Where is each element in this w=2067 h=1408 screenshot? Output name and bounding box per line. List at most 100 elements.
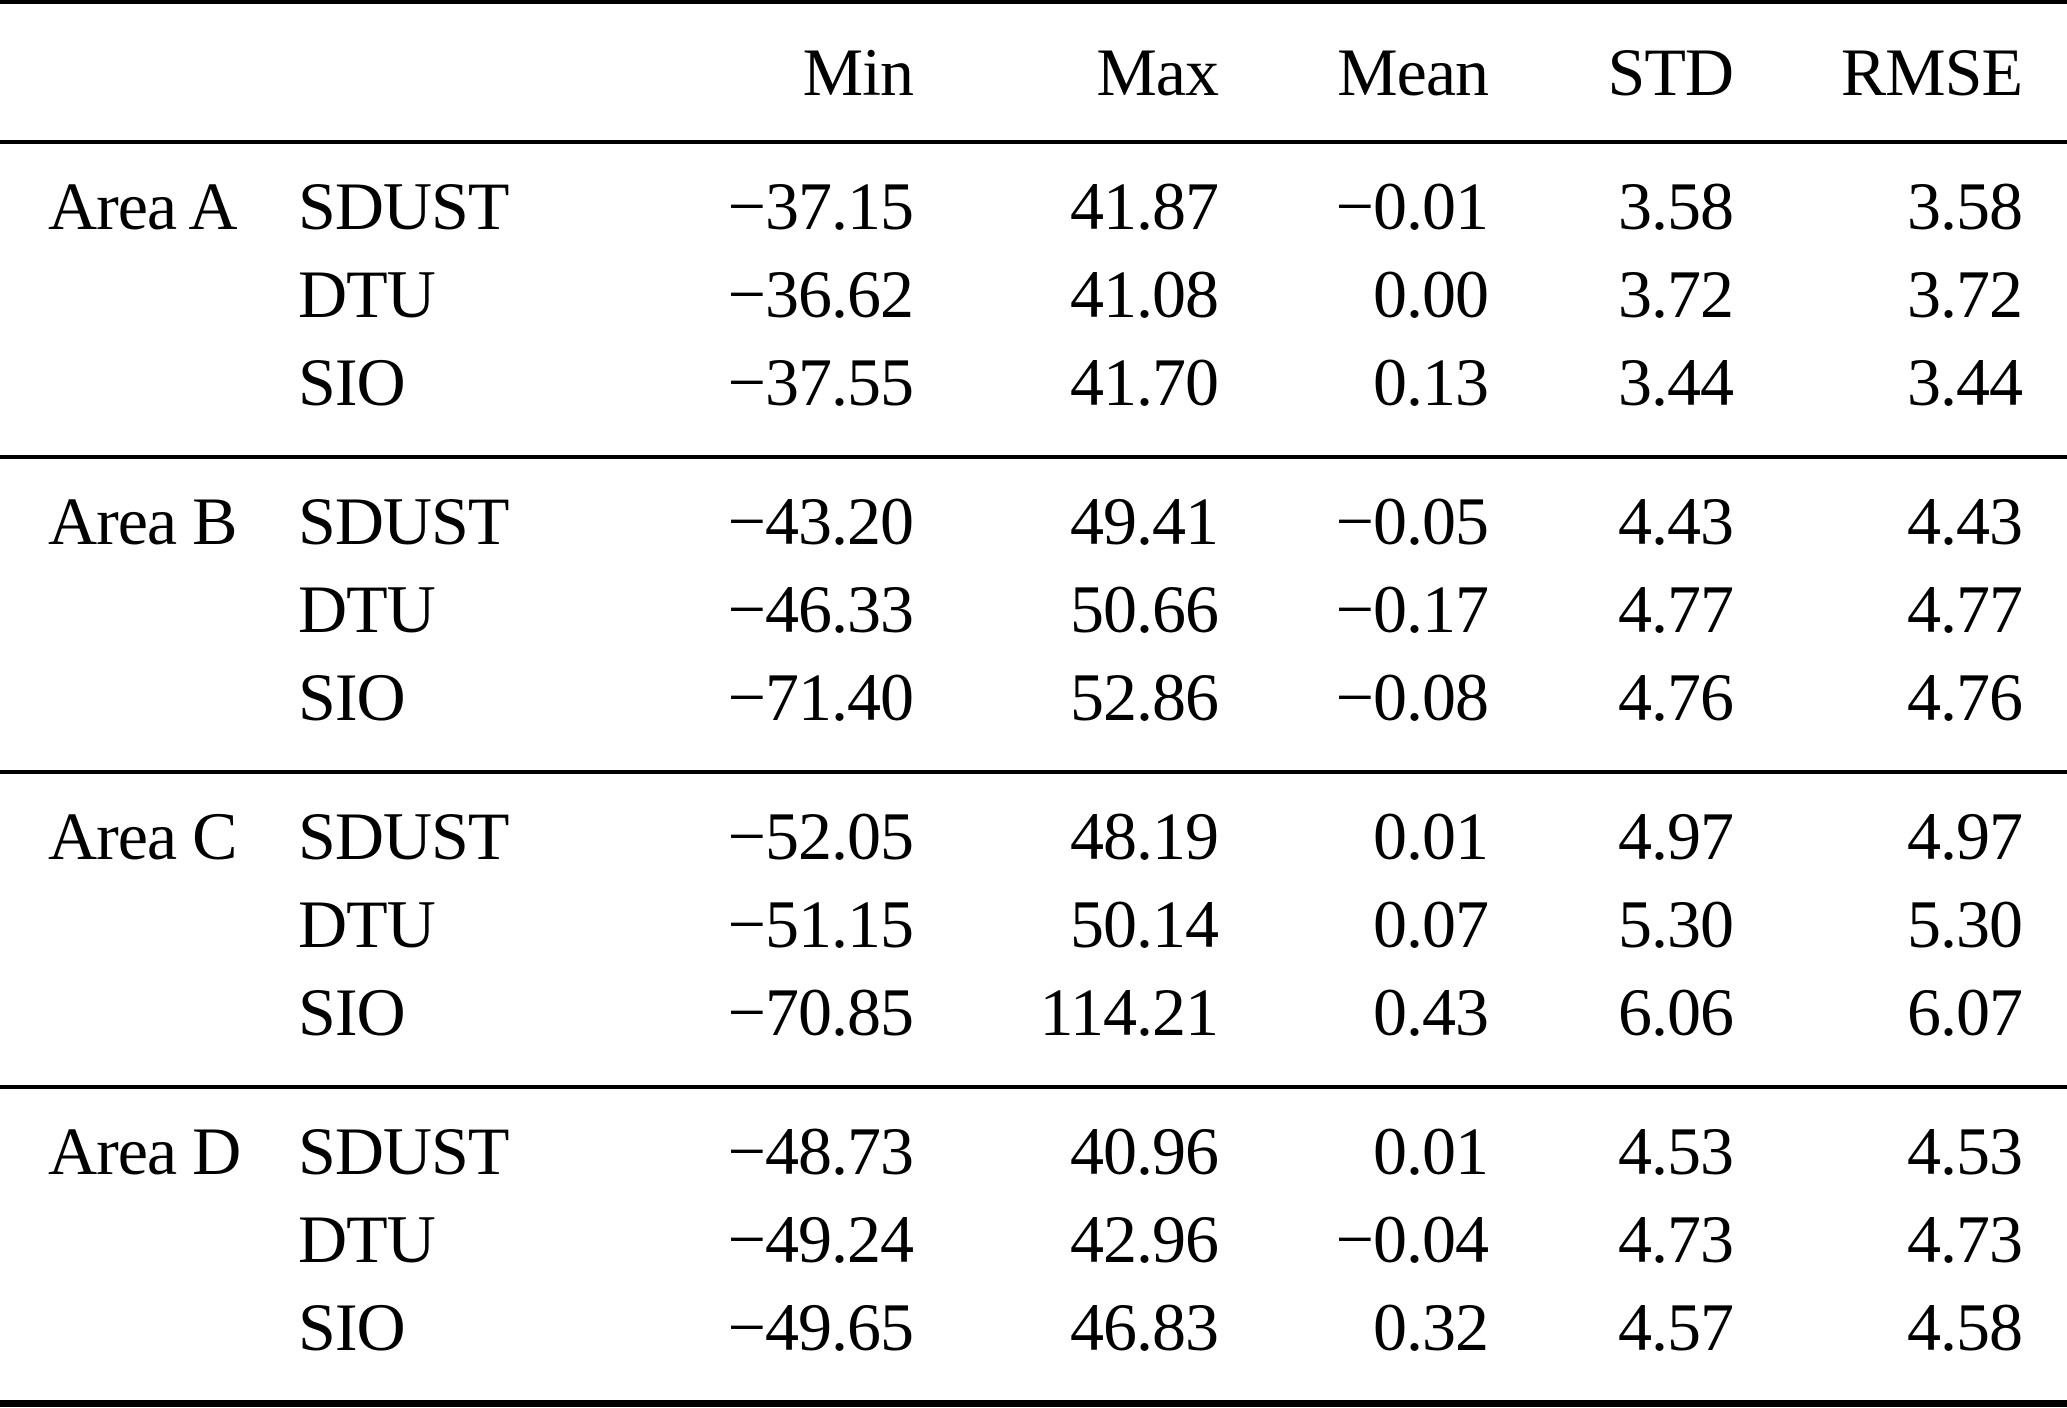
max-value: 41.08 (1070, 256, 1219, 332)
table-row: Area A SDUST −37.15 41.87 −0.01 3.58 3.5… (0, 142, 2067, 250)
min-value: −37.55 (727, 344, 914, 420)
std-value: 3.44 (1618, 344, 1734, 420)
model-label: DTU (298, 571, 436, 647)
table-row: SIO −70.85 114.21 0.43 6.06 6.07 (0, 968, 2067, 1087)
mean-value: −0.08 (1335, 659, 1489, 735)
min-value: −71.40 (727, 659, 914, 735)
std-value: 6.06 (1618, 974, 1734, 1050)
model-label: SIO (298, 1289, 406, 1365)
mean-value: 0.07 (1373, 886, 1489, 962)
max-value: 52.86 (1070, 659, 1219, 735)
max-value: 114.21 (1039, 974, 1219, 1050)
model-label: SDUST (298, 168, 509, 244)
table-row: DTU −51.15 50.14 0.07 5.30 5.30 (0, 880, 2067, 968)
table-row: SIO −37.55 41.70 0.13 3.44 3.44 (0, 338, 2067, 457)
model-label: DTU (298, 886, 436, 962)
section-area-b: Area B SDUST −43.20 49.41 −0.05 4.43 4.4… (0, 457, 2067, 772)
table-row: Area D SDUST −48.73 40.96 0.01 4.53 4.53 (0, 1087, 2067, 1195)
area-label: Area A (48, 168, 237, 244)
min-value: −49.24 (727, 1201, 914, 1277)
min-value: −51.15 (727, 886, 914, 962)
mean-value: −0.17 (1335, 571, 1489, 647)
min-value: −37.15 (727, 168, 914, 244)
rmse-value: 4.76 (1907, 659, 2023, 735)
std-value: 4.73 (1618, 1201, 1734, 1277)
rmse-value: 4.97 (1907, 798, 2023, 874)
min-value: −36.62 (727, 256, 914, 332)
area-label: Area C (48, 798, 237, 874)
header-row: Min Max Mean STD RMSE (0, 2, 2067, 142)
rmse-value: 3.58 (1907, 168, 2023, 244)
table-header: Min Max Mean STD RMSE (0, 2, 2067, 142)
mean-value: −0.05 (1335, 483, 1489, 559)
max-value: 42.96 (1070, 1201, 1219, 1277)
section-area-d: Area D SDUST −48.73 40.96 0.01 4.53 4.53… (0, 1087, 2067, 1404)
max-value: 41.70 (1070, 344, 1219, 420)
table-row: SIO −71.40 52.86 −0.08 4.76 4.76 (0, 653, 2067, 772)
area-label: Area B (48, 483, 237, 559)
rmse-value: 4.77 (1907, 571, 2023, 647)
min-value: −43.20 (727, 483, 914, 559)
std-value: 4.57 (1618, 1289, 1734, 1365)
rmse-value: 4.53 (1907, 1113, 2023, 1189)
model-label: SIO (298, 659, 406, 735)
model-label: DTU (298, 1201, 436, 1277)
max-value: 40.96 (1070, 1113, 1219, 1189)
min-value: −46.33 (727, 571, 914, 647)
table-row: DTU −46.33 50.66 −0.17 4.77 4.77 (0, 565, 2067, 653)
std-value: 4.43 (1618, 483, 1734, 559)
mean-value: 0.01 (1373, 1113, 1489, 1189)
mean-value: 0.13 (1373, 344, 1489, 420)
mean-value: −0.04 (1335, 1201, 1489, 1277)
std-value: 5.30 (1618, 886, 1734, 962)
model-label: SIO (298, 974, 406, 1050)
model-label: SDUST (298, 1113, 509, 1189)
std-value: 3.58 (1618, 168, 1734, 244)
std-value: 4.97 (1618, 798, 1734, 874)
model-label: DTU (298, 256, 436, 332)
max-value: 46.83 (1070, 1289, 1219, 1365)
section-area-c: Area C SDUST −52.05 48.19 0.01 4.97 4.97… (0, 772, 2067, 1087)
std-value: 4.76 (1618, 659, 1734, 735)
std-value: 4.53 (1618, 1113, 1734, 1189)
rmse-value: 4.43 (1907, 483, 2023, 559)
std-value: 3.72 (1618, 256, 1734, 332)
table-row: SIO −49.65 46.83 0.32 4.57 4.58 (0, 1283, 2067, 1404)
table-row: DTU −36.62 41.08 0.00 3.72 3.72 (0, 250, 2067, 338)
mean-value: −0.01 (1335, 168, 1489, 244)
min-value: −52.05 (727, 798, 914, 874)
mean-value: 0.00 (1373, 256, 1489, 332)
rmse-value: 3.44 (1907, 344, 2023, 420)
max-value: 41.87 (1070, 168, 1219, 244)
table-row: DTU −49.24 42.96 −0.04 4.73 4.73 (0, 1195, 2067, 1283)
min-value: −48.73 (727, 1113, 914, 1189)
rmse-value: 6.07 (1907, 974, 2023, 1050)
col-header-max: Max (1096, 34, 1219, 110)
table-row: Area C SDUST −52.05 48.19 0.01 4.97 4.97 (0, 772, 2067, 880)
mean-value: 0.32 (1373, 1289, 1489, 1365)
model-label: SIO (298, 344, 406, 420)
min-value: −70.85 (727, 974, 914, 1050)
rmse-value: 4.58 (1907, 1289, 2023, 1365)
model-label: SDUST (298, 798, 509, 874)
rmse-value: 3.72 (1907, 256, 2023, 332)
max-value: 50.14 (1070, 886, 1219, 962)
mean-value: 0.01 (1373, 798, 1489, 874)
table-row: Area B SDUST −43.20 49.41 −0.05 4.43 4.4… (0, 457, 2067, 565)
section-area-a: Area A SDUST −37.15 41.87 −0.01 3.58 3.5… (0, 142, 2067, 457)
col-header-mean: Mean (1337, 34, 1489, 110)
header-area-spacer (0, 2, 290, 142)
area-label: Area D (48, 1113, 241, 1189)
header-model-spacer (290, 2, 690, 142)
rmse-value: 4.73 (1907, 1201, 2023, 1277)
max-value: 49.41 (1070, 483, 1219, 559)
col-header-std: STD (1607, 34, 1734, 110)
max-value: 50.66 (1070, 571, 1219, 647)
col-header-min: Min (802, 34, 914, 110)
max-value: 48.19 (1070, 798, 1219, 874)
std-value: 4.77 (1618, 571, 1734, 647)
rmse-value: 5.30 (1907, 886, 2023, 962)
min-value: −49.65 (727, 1289, 914, 1365)
